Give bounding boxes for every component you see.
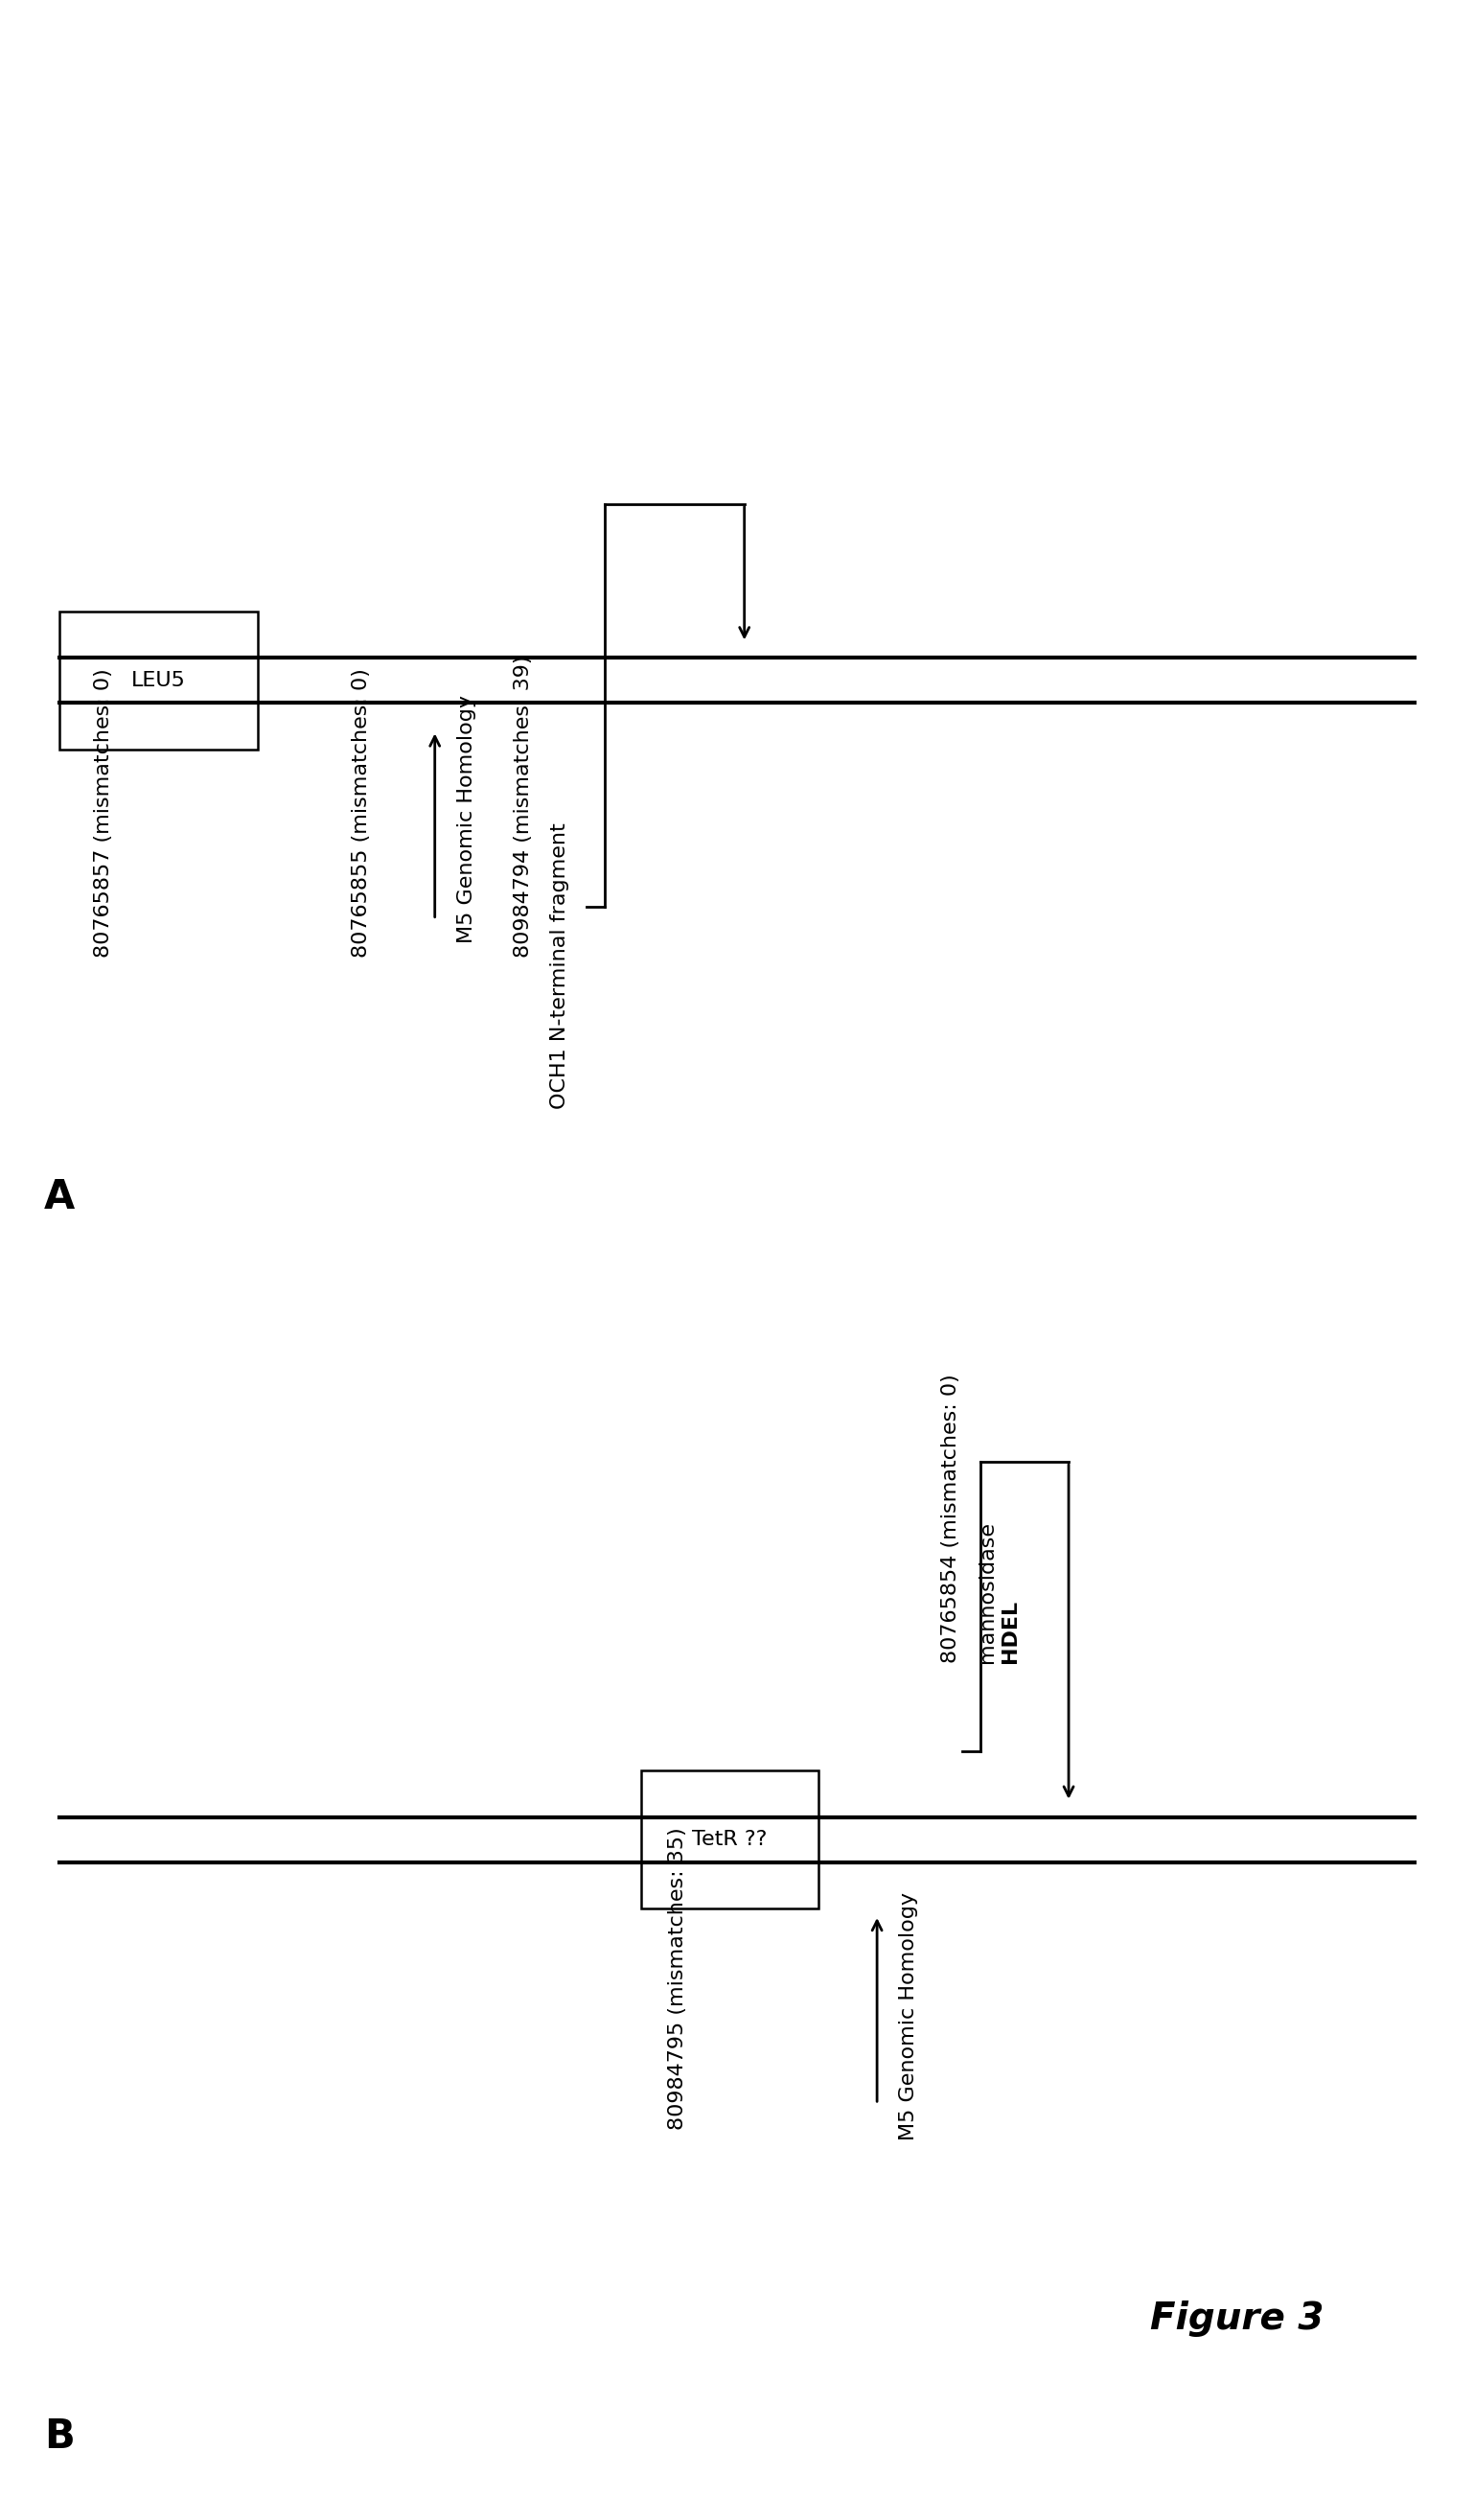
Text: TetR ??: TetR ?? — [693, 1830, 766, 1850]
Text: 80765854 (mismatches: 0): 80765854 (mismatches: 0) — [940, 1373, 961, 1663]
Text: LEU5: LEU5 — [131, 670, 186, 690]
Text: M5 Genomic Homology: M5 Genomic Homology — [899, 1893, 918, 2139]
Bar — [641, 1769, 818, 1910]
Text: B: B — [44, 2417, 75, 2457]
Text: HDEL: HDEL — [999, 1600, 1020, 1663]
Text: mannosidase: mannosidase — [977, 1522, 998, 1663]
Text: M5 Genomic Homology: M5 Genomic Homology — [457, 696, 476, 942]
Text: 80984795 (mismatches: 35): 80984795 (mismatches: 35) — [668, 1827, 688, 2129]
Text: 80765857 (mismatches: 0): 80765857 (mismatches: 0) — [93, 668, 113, 958]
Bar — [59, 610, 258, 751]
Text: A: A — [44, 1177, 75, 1217]
Text: 80984794 (mismatches: 39): 80984794 (mismatches: 39) — [513, 655, 534, 958]
Text: Figure 3: Figure 3 — [1150, 2301, 1324, 2336]
Text: OCH1 N-terminal fragment: OCH1 N-terminal fragment — [550, 822, 570, 1109]
Text: 80765855 (mismatches: 0): 80765855 (mismatches: 0) — [351, 668, 371, 958]
